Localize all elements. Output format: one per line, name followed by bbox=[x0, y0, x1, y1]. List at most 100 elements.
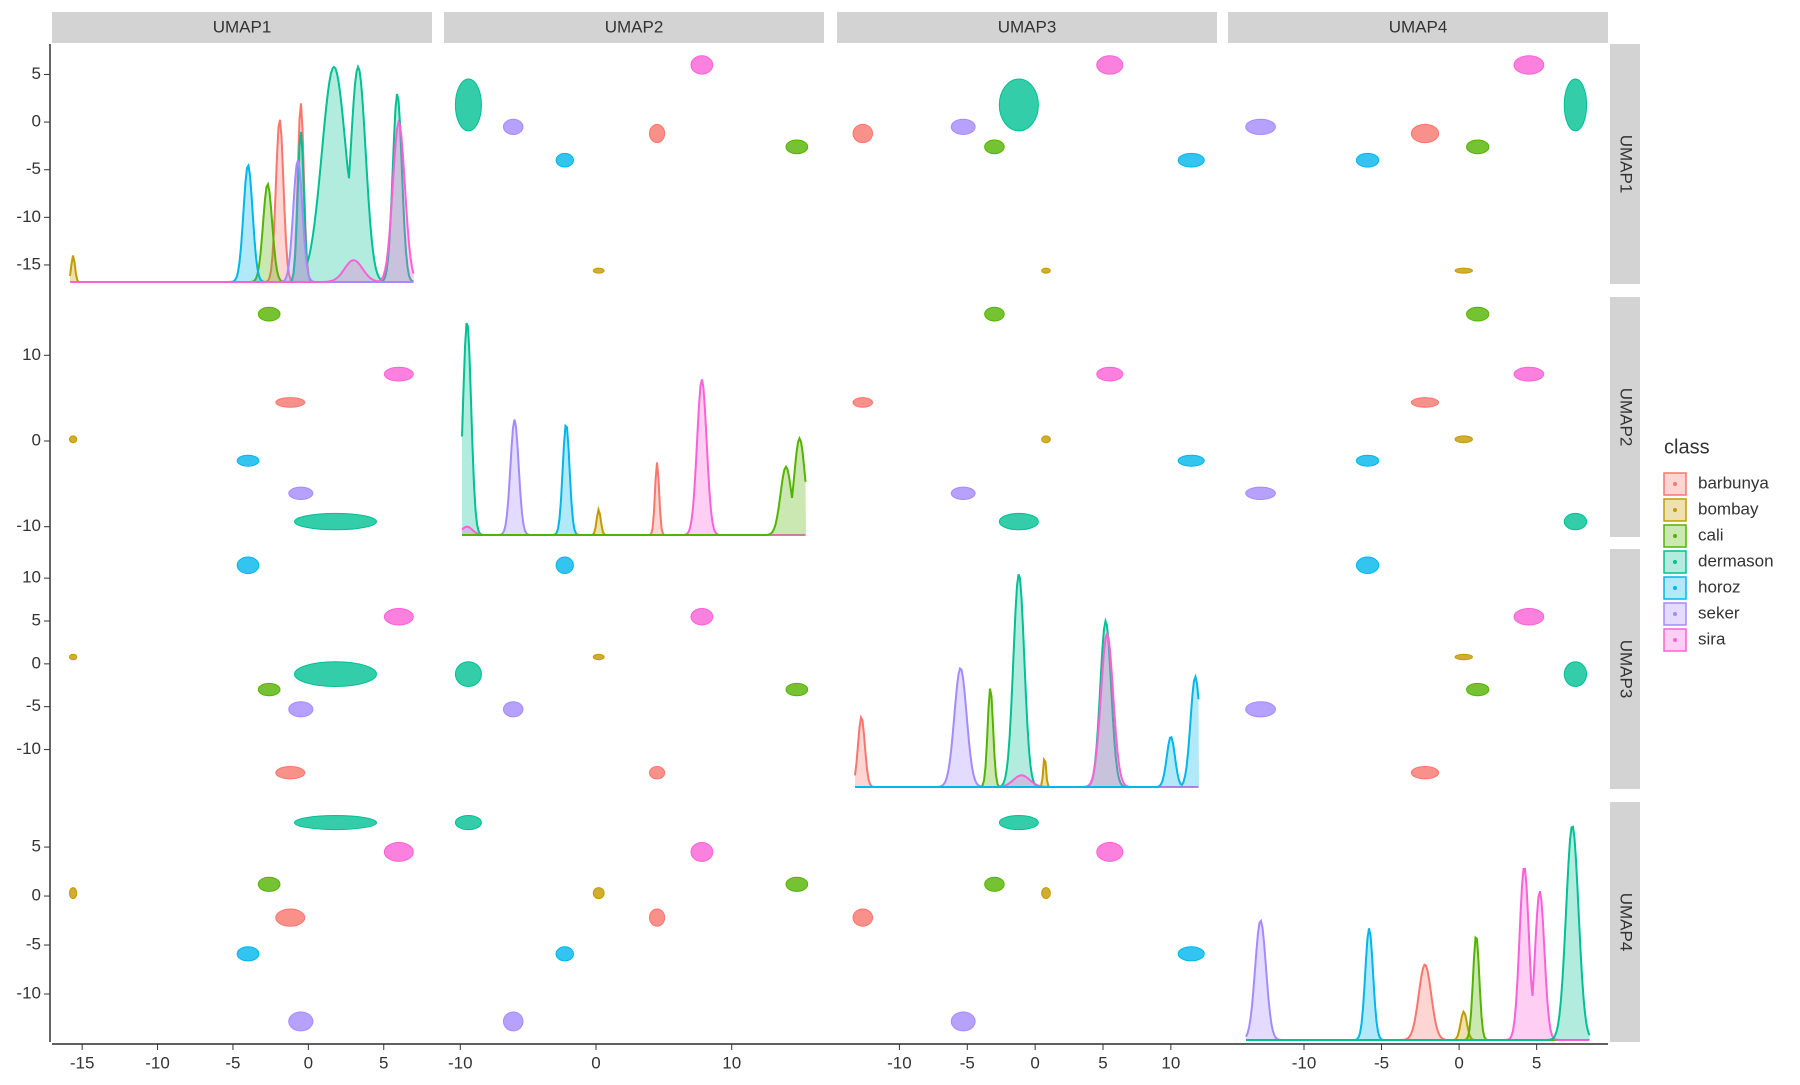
cluster bbox=[1563, 512, 1588, 531]
density-area bbox=[1246, 868, 1590, 1040]
cluster bbox=[984, 306, 1005, 322]
cluster bbox=[648, 123, 666, 144]
cluster bbox=[454, 661, 482, 687]
cluster bbox=[1513, 55, 1545, 75]
x-tick-label: -10 bbox=[145, 1053, 170, 1072]
cluster bbox=[690, 607, 714, 626]
legend-dot bbox=[1673, 508, 1677, 512]
cluster bbox=[1355, 152, 1380, 168]
cluster bbox=[1466, 682, 1490, 697]
y-tick-label: 0 bbox=[32, 430, 41, 449]
cluster bbox=[288, 701, 314, 718]
cluster bbox=[1177, 152, 1205, 168]
cluster bbox=[454, 815, 482, 831]
cluster bbox=[293, 815, 378, 831]
strip-label: UMAP4 bbox=[1389, 17, 1448, 36]
x-tick-label: 0 bbox=[1454, 1053, 1463, 1072]
cluster bbox=[1513, 607, 1545, 626]
density-area bbox=[70, 165, 414, 282]
cluster bbox=[1245, 118, 1276, 135]
cluster bbox=[383, 607, 414, 626]
x-tick-label: -10 bbox=[887, 1053, 912, 1072]
x-tick-label: 5 bbox=[1098, 1053, 1107, 1072]
legend-dot bbox=[1673, 612, 1677, 616]
cluster bbox=[555, 556, 574, 575]
y-tick-label: 0 bbox=[32, 886, 41, 905]
cluster bbox=[1177, 454, 1205, 467]
y-tick-label: 5 bbox=[32, 837, 41, 856]
cluster bbox=[236, 454, 260, 467]
y-tick-label: -5 bbox=[26, 159, 41, 178]
strip bbox=[1610, 44, 1640, 284]
cluster bbox=[592, 887, 605, 900]
x-tick-label: -10 bbox=[448, 1053, 473, 1072]
cluster bbox=[1245, 701, 1276, 718]
cluster bbox=[454, 78, 482, 132]
legend-label: cali bbox=[1698, 525, 1724, 544]
density-area bbox=[70, 66, 414, 283]
x-tick-label: -15 bbox=[70, 1053, 95, 1072]
cluster bbox=[293, 512, 378, 531]
y-tick-label: -5 bbox=[26, 696, 41, 715]
legend-label: horoz bbox=[1698, 577, 1741, 596]
x-tick-label: 0 bbox=[304, 1053, 313, 1072]
x-tick-label: -5 bbox=[225, 1053, 240, 1072]
cluster bbox=[998, 815, 1039, 831]
strip bbox=[444, 12, 824, 43]
legend-dot bbox=[1673, 534, 1677, 538]
cluster bbox=[1563, 661, 1588, 687]
y-tick-label: 5 bbox=[32, 64, 41, 83]
cluster bbox=[275, 397, 306, 408]
cluster bbox=[502, 118, 524, 135]
cluster bbox=[852, 123, 874, 144]
cluster bbox=[592, 653, 605, 661]
cluster bbox=[1466, 306, 1490, 322]
y-tick-label: 0 bbox=[32, 653, 41, 672]
cluster bbox=[1410, 766, 1440, 780]
cluster bbox=[1041, 267, 1051, 274]
cluster bbox=[1245, 486, 1276, 500]
cluster bbox=[1563, 78, 1588, 132]
cluster bbox=[257, 876, 281, 892]
strip-label: UMAP1 bbox=[1617, 135, 1636, 194]
cluster bbox=[690, 842, 714, 862]
y-tick-label: 0 bbox=[32, 112, 41, 131]
cluster bbox=[785, 139, 809, 155]
cluster bbox=[293, 661, 378, 687]
legend-label: barbunya bbox=[1698, 473, 1769, 492]
cluster bbox=[383, 842, 414, 862]
cluster bbox=[555, 152, 574, 168]
cluster bbox=[275, 908, 306, 927]
cluster bbox=[1041, 887, 1051, 900]
strip-label: UMAP3 bbox=[998, 17, 1057, 36]
density-curve bbox=[855, 673, 1200, 788]
legend-dot bbox=[1673, 586, 1677, 590]
y-tick-label: -15 bbox=[16, 254, 41, 273]
x-tick-label: 0 bbox=[1030, 1053, 1039, 1072]
cluster bbox=[275, 766, 306, 780]
cluster bbox=[257, 682, 281, 697]
cluster bbox=[68, 653, 78, 661]
cluster bbox=[1454, 267, 1473, 274]
cluster bbox=[383, 366, 414, 382]
y-tick-label: -10 bbox=[16, 983, 41, 1002]
y-tick-label: -10 bbox=[16, 207, 41, 226]
cluster bbox=[1410, 397, 1440, 408]
y-tick-label: -5 bbox=[26, 935, 41, 954]
density-curve bbox=[462, 435, 807, 536]
cluster bbox=[1096, 366, 1124, 382]
cluster bbox=[592, 267, 605, 274]
density-curve bbox=[70, 119, 415, 283]
cluster bbox=[1410, 123, 1440, 144]
strip bbox=[1610, 549, 1640, 789]
cluster bbox=[1177, 946, 1205, 962]
legend-dot bbox=[1673, 638, 1677, 642]
density-curve bbox=[1246, 825, 1591, 1041]
cluster bbox=[257, 306, 281, 322]
x-tick-label: 0 bbox=[591, 1053, 600, 1072]
cluster bbox=[785, 682, 809, 697]
cluster bbox=[998, 78, 1039, 132]
cluster bbox=[950, 486, 976, 500]
legend-label: sira bbox=[1698, 629, 1726, 648]
